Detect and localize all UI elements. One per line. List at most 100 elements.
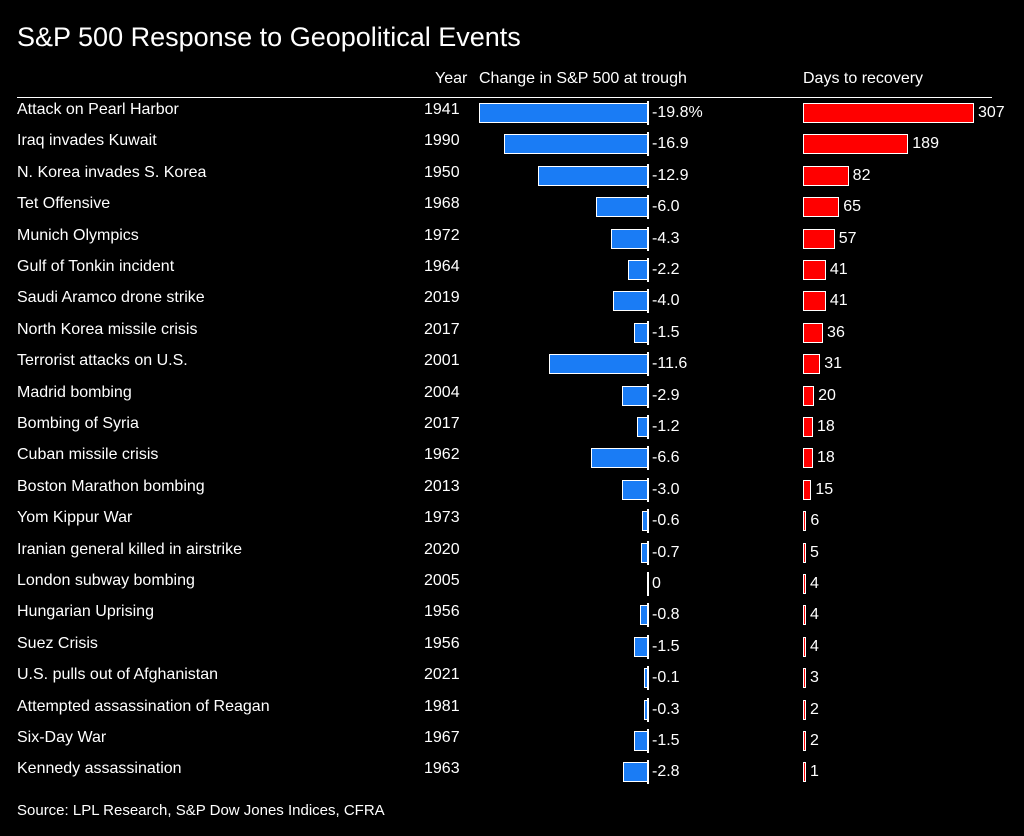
days-bar [803,542,806,563]
table-row: Hungarian Uprising 1956 -0.8 4 [0,599,1024,630]
days-bar [803,668,806,689]
event-label: London subway bombing [17,572,195,589]
table-row: Terrorist attacks on U.S. 2001 -11.6 31 [0,348,1024,379]
year-label: 2021 [424,666,460,684]
table-row: U.S. pulls out of Afghanistan 2021 -0.1 3 [0,662,1024,693]
change-bar [537,165,647,186]
year-label: 2017 [424,320,460,338]
table-row: Attempted assassination of Reagan 1981 -0.… [0,694,1024,725]
change-bar [621,479,647,500]
days-value-label: 4 [810,637,819,655]
days-value-label: 2 [810,700,819,718]
change-value-label: -0.1 [652,669,680,687]
change-bar [644,668,647,689]
table-row: Tet Offensive 1968 -6.0 65 [0,191,1024,222]
change-zero-axis [647,383,649,408]
year-label: 1963 [424,760,460,778]
event-label: North Korea missile crisis [17,320,198,338]
year-column-header: Year [435,70,468,87]
change-value-label: -3.0 [652,480,680,498]
year-label: 1967 [424,729,460,746]
days-value-label: 36 [827,323,845,341]
year-label: 2017 [424,415,460,432]
change-bar [634,731,647,751]
year-label: 1956 [424,634,460,652]
table-row: Iraq invades Kuwait 1990 -16.9 189 [0,128,1024,159]
year-label: 2004 [424,383,460,401]
change-bar [641,542,647,563]
days-bar [803,699,806,720]
days-bar [803,134,909,155]
table-row: Munich Olympics 1972 -4.3 57 [0,223,1024,254]
change-zero-axis [647,352,649,377]
year-label: 2013 [424,477,460,495]
event-label: N. Korea invades S. Korea [17,163,207,181]
change-zero-axis [647,226,649,251]
event-label: Attempted assassination of Reagan [17,697,270,715]
table-row: Kennedy assassination 1963 -2.8 1 [0,756,1024,787]
days-bar [803,574,806,594]
change-bar [636,417,647,437]
days-value-label: 5 [810,543,819,561]
days-value-label: 3 [810,669,819,687]
event-label: Madrid bombing [17,383,132,401]
event-label: Terrorist attacks on U.S. [17,352,188,370]
days-value-label: 41 [829,292,848,310]
chart-title: S&P 500 Response to Geopolitical Events [17,22,521,52]
change-zero-axis [647,132,649,157]
change-value-label: -1.2 [652,418,680,435]
days-bar [803,511,807,532]
event-label: Bombing of Syria [17,415,139,432]
change-zero-axis [647,320,649,345]
year-label: 1968 [424,195,460,213]
days-bar [803,448,814,469]
change-zero-axis [647,572,649,596]
table-row: Suez Crisis 1956 -1.5 4 [0,631,1024,662]
change-value-label: -12.9 [652,166,689,184]
days-value-label: 6 [810,512,820,530]
year-label: 1964 [424,258,460,275]
event-label: Boston Marathon bombing [17,477,205,495]
days-value-label: 189 [912,135,939,153]
days-value-label: 20 [818,386,836,404]
change-zero-axis [647,634,649,659]
days-bar [803,228,835,249]
year-label: 2001 [424,352,460,370]
table-row: Boston Marathon bombing 2013 -3.0 15 [0,474,1024,505]
days-bar [803,103,974,123]
days-column-header: Days to recovery [803,70,924,87]
days-bar [803,417,814,437]
days-value-label: 31 [824,355,843,373]
change-value-label: -1.5 [652,637,680,655]
days-value-label: 4 [810,606,819,624]
event-label: Hungarian Uprising [17,603,154,621]
table-row: Cuban missile crisis 1962 -6.6 18 [0,442,1024,473]
change-bar [479,103,647,123]
table-row: North Korea missile crisis 2017 -1.5 36 [0,317,1024,348]
days-bar [803,605,806,626]
change-zero-axis [647,603,649,628]
change-value-label: -2.8 [652,763,680,781]
change-zero-axis [647,415,649,439]
year-label: 1973 [424,509,460,527]
change-bar [634,322,647,343]
change-zero-axis [647,163,649,188]
change-bar [610,228,647,249]
year-label: 1981 [424,697,460,715]
change-bar [644,699,647,720]
change-bar [548,354,647,375]
change-zero-axis [647,697,649,722]
change-value-label: -2.2 [652,261,680,278]
event-label: Yom Kippur War [17,509,133,527]
days-bar [803,731,806,751]
days-value-label: 82 [852,166,871,184]
days-value-label: 18 [817,449,835,467]
table-row: Saudi Aramco drone strike 2019 -4.0 41 [0,285,1024,316]
change-zero-axis [647,195,649,220]
days-bar [803,479,812,500]
table-row: London subway bombing 2005 0 4 [0,568,1024,599]
event-label: Tet Offensive [17,195,111,213]
year-label: 1956 [424,603,460,621]
table-row: Gulf of Tonkin incident 1964 -2.2 41 [0,254,1024,285]
year-label: 1950 [424,163,460,181]
